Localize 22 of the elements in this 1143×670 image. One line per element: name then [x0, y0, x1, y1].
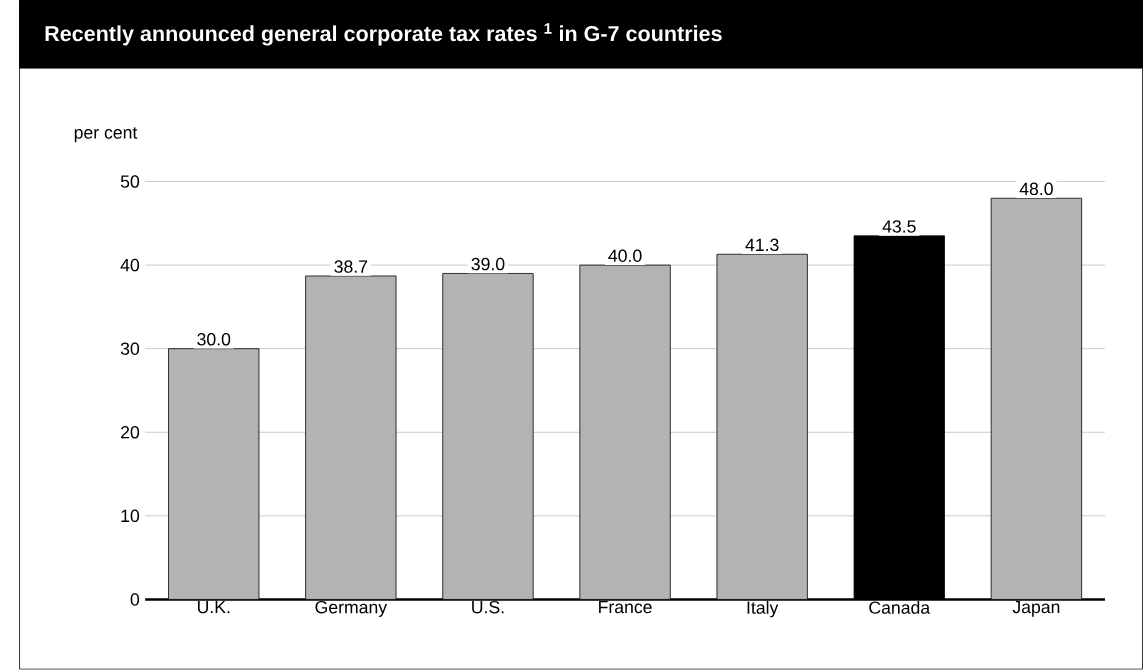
- data-label: 30.0: [197, 333, 231, 346]
- x-tick-label: Germany: [315, 601, 388, 618]
- data-label: 39.0: [471, 257, 505, 271]
- x-tick-label: France: [599, 601, 652, 614]
- x-tick-label: U.S.: [472, 601, 504, 614]
- x-tick-label: Canada: [869, 601, 931, 615]
- data-label: 40.0: [608, 249, 642, 263]
- y-tick-label: 20: [121, 426, 140, 439]
- y-tick-label: 40: [120, 259, 140, 272]
- data-label: 48.0: [1019, 182, 1053, 196]
- y-tick-label: 10: [121, 509, 140, 523]
- y-tick-label: 50: [120, 175, 140, 188]
- data-label: 38.7: [334, 260, 368, 273]
- data-label: 43.5: [882, 220, 916, 233]
- y-tick-label: 0: [130, 593, 140, 606]
- chart-title: Recently announced general corporate tax rates $^{1}$ in G-7 countries: [45, 23, 722, 46]
- y-tick-label: 30: [120, 342, 140, 356]
- data-label: 41.3: [745, 238, 779, 252]
- x-tick-label: Italy: [747, 601, 779, 618]
- y-axis-title: per cent: [74, 127, 138, 143]
- x-tick-label: Japan: [1012, 601, 1060, 617]
- x-tick-label: U.K.: [197, 601, 230, 614]
